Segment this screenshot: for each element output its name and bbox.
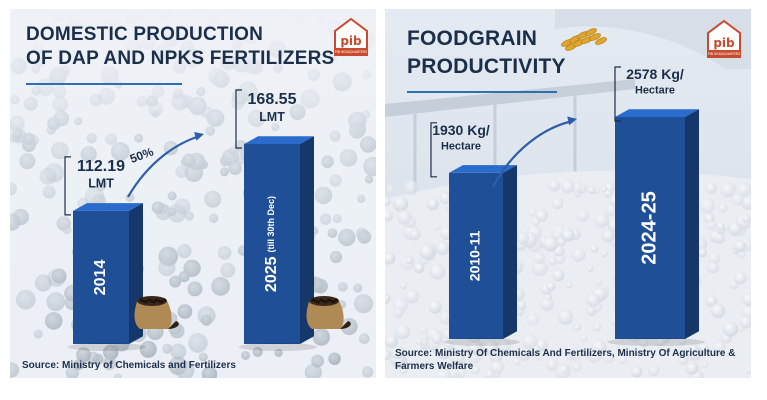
value-label: 112.19 [77, 158, 125, 175]
unit-label: LMT [88, 177, 114, 191]
wheat-grain-icon [561, 28, 607, 51]
pib-logo: pib PIB HEADQUARTERS [334, 17, 368, 56]
title-underline [26, 83, 182, 85]
value-label: 2578 Kg/ [626, 66, 684, 82]
page-title: DOMESTIC PRODUCTION OF DAP AND NPKS FERT… [26, 23, 334, 71]
panel-fertilizer-production: DOMESTIC PRODUCTION OF DAP AND NPKS FERT… [10, 9, 376, 378]
value-label-0: 1930 Kg/Hectare [432, 122, 490, 153]
label-bracket [614, 66, 621, 122]
unit-label: LMT [259, 110, 285, 124]
value-label-0: 112.19 LMT [77, 158, 125, 191]
value-label-1: 2578 Kg/Hectare [626, 66, 684, 97]
unit-label: Hectare [441, 141, 481, 153]
svg-text:pib: pib [713, 36, 735, 50]
source-note: Source: Ministry of Chemicals and Fertil… [22, 360, 236, 371]
growth-arrow [492, 116, 577, 188]
value-label-1: 168.55 LMT [248, 91, 297, 124]
svg-text:PIB HEADQUARTERS: PIB HEADQUARTERS [708, 52, 740, 56]
fertilizer-sack-icon [306, 296, 351, 329]
category-label: 2010-11 [467, 230, 483, 281]
fertilizer-sack-icon [134, 296, 179, 329]
bar-1 [607, 109, 705, 346]
panel-foodgrain-productivity: FOODGRAIN PRODUCTIVITY pib PIB HEADQUART… [385, 9, 751, 378]
fertilizer-bar-chart: 2014 112.19 LMT 2025(till 30th Dec) 168.55 LM… [64, 89, 351, 351]
title-line-1: FOODGRAIN [407, 27, 538, 50]
title-line-1: DOMESTIC PRODUCTION [26, 24, 264, 45]
label-bracket [235, 89, 242, 149]
page-title: FOODGRAIN PRODUCTIVITY [407, 25, 566, 81]
shed-structure [385, 9, 751, 194]
title-underline [407, 91, 557, 93]
foodgrain-bar-chart: 2010-11 1930 Kg/Hectare 2024-25 2578 Kg/Hec… [430, 66, 705, 346]
label-bracket [64, 156, 71, 216]
growth-label: 50% [128, 144, 156, 165]
bar-0 [444, 165, 520, 346]
category-label: 2024-25 [638, 191, 660, 264]
title-line-2: PRODUCTIVITY [407, 55, 566, 78]
category-label: 2025(till 30th Dec) [263, 196, 280, 292]
svg-text:pib: pib [340, 34, 362, 48]
svg-text:PIB HEADQUARTERS: PIB HEADQUARTERS [335, 50, 367, 54]
label-bracket [430, 122, 437, 178]
category-label: 2014 [92, 260, 109, 296]
value-label: 168.55 [248, 91, 297, 108]
bar-0 [67, 203, 147, 351]
value-label: 1930 Kg/ [432, 122, 490, 138]
title-line-2: OF DAP AND NPKS FERTILIZERS [26, 48, 335, 69]
growth-arrow [127, 131, 204, 198]
pib-logo: pib PIB HEADQUARTERS [707, 19, 741, 58]
source-note: Source: Ministry Of Chemicals And Fertil… [395, 348, 736, 372]
bar-1 [238, 136, 318, 351]
unit-label: Hectare [635, 85, 675, 97]
